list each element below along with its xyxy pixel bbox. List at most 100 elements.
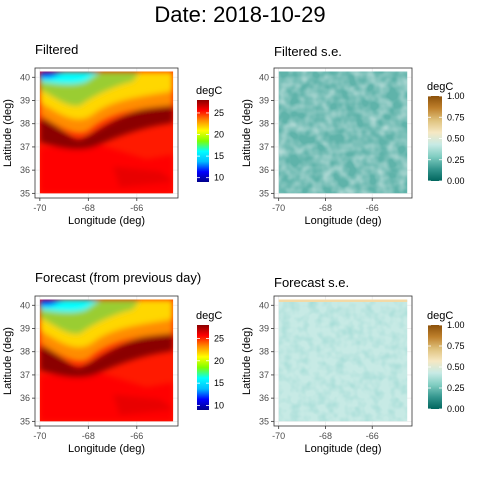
chart-panel-2: Filtered s.e. -70 -68 -66 35 36 37 38 39 40 Longit… bbox=[241, 44, 465, 227]
colorbar-tick-label: 0.00 bbox=[447, 176, 465, 186]
y-tick-label: 38 bbox=[20, 347, 30, 357]
x-tick-label: -66 bbox=[366, 431, 379, 441]
panel-border bbox=[273, 67, 413, 199]
colorbar-tick-label: 25 bbox=[214, 108, 224, 118]
heatmap-band-red-dark bbox=[113, 166, 174, 188]
x-axis-label: Longitude (deg) bbox=[304, 215, 381, 227]
panel-title: Forecast (from previous day) bbox=[35, 270, 201, 285]
heatmap-field bbox=[39, 71, 174, 194]
colorbar-tick-label: 20 bbox=[214, 356, 224, 366]
y-tick-label: 37 bbox=[20, 142, 30, 152]
heatmap-edge-band bbox=[278, 299, 408, 302]
legend: degC 10 15 20 25 bbox=[196, 85, 224, 183]
y-tick-label: 40 bbox=[20, 72, 30, 82]
y-tick-label: 35 bbox=[20, 416, 30, 426]
colorbar-tick-label: 25 bbox=[214, 333, 224, 343]
heatmap bbox=[278, 71, 408, 194]
x-tick-label: -66 bbox=[130, 431, 143, 441]
y-tick-label: 37 bbox=[20, 370, 30, 380]
chart-panel-1: Filtered -70 -68 -66 35 36 37 38 39 40 Longitude (… bbox=[2, 42, 224, 227]
heatmap-texture bbox=[278, 299, 408, 422]
legend-title: degC bbox=[427, 81, 453, 93]
colorbar-tick-label: 0.25 bbox=[447, 155, 465, 165]
y-tick-label: 36 bbox=[20, 393, 30, 403]
y-tick-label: 39 bbox=[259, 324, 269, 334]
page-title: Date: 2018-10-29 bbox=[154, 2, 326, 27]
x-tick-label: -68 bbox=[82, 203, 95, 213]
heatmap-texture bbox=[278, 71, 408, 194]
y-tick-label: 35 bbox=[20, 188, 30, 198]
colorbar-tick-label: 15 bbox=[214, 378, 224, 388]
x-axis-label: Longitude (deg) bbox=[304, 443, 381, 455]
panel-title: Filtered bbox=[35, 42, 78, 57]
panel-title: Forecast s.e. bbox=[274, 275, 349, 290]
colorbar bbox=[197, 100, 209, 182]
heatmap-band-blue bbox=[39, 71, 64, 78]
y-tick-label: 36 bbox=[259, 165, 269, 175]
y-tick-label: 40 bbox=[259, 72, 269, 82]
colorbar-tick-label: 0.00 bbox=[447, 404, 465, 414]
y-tick-label: 40 bbox=[20, 300, 30, 310]
colorbar-tick-label: 20 bbox=[214, 130, 224, 140]
colorbar-tick-label: 15 bbox=[214, 151, 224, 161]
x-tick-label: -68 bbox=[319, 203, 332, 213]
heatmap bbox=[39, 71, 174, 194]
y-tick-label: 40 bbox=[259, 300, 269, 310]
heatmap-band-darkred bbox=[39, 330, 174, 378]
colorbar-tick-label: 0.50 bbox=[447, 362, 465, 372]
legend: degC 0.00 0.25 0.50 0.75 1.00 bbox=[427, 310, 465, 414]
chart-panel-3: Forecast (from previous day) -70 -68 -66 35 3… bbox=[2, 270, 224, 455]
colorbar-tick-label: 10 bbox=[214, 401, 224, 411]
x-axis-label: Longitude (deg) bbox=[68, 215, 145, 227]
y-tick-label: 37 bbox=[259, 370, 269, 380]
heatmap bbox=[39, 299, 174, 422]
x-tick-label: -66 bbox=[366, 203, 379, 213]
x-tick-label: -70 bbox=[33, 431, 46, 441]
legend-title: degC bbox=[196, 85, 222, 97]
panel-title: Filtered s.e. bbox=[274, 44, 342, 59]
x-tick-label: -70 bbox=[33, 203, 46, 213]
heatmap bbox=[278, 299, 408, 422]
y-axis-label: Latitude (deg) bbox=[2, 99, 14, 167]
legend: degC 10 15 20 25 bbox=[196, 310, 224, 411]
colorbar-tick-label: 0.25 bbox=[447, 383, 465, 393]
heatmap-field bbox=[39, 299, 174, 422]
x-tick-label: -68 bbox=[82, 431, 95, 441]
colorbar bbox=[428, 325, 442, 409]
heatmap-band-darkred bbox=[39, 102, 174, 150]
y-tick-label: 36 bbox=[20, 165, 30, 175]
y-tick-label: 39 bbox=[259, 96, 269, 106]
heatmap-band-red-dark bbox=[113, 394, 174, 416]
y-tick-label: 35 bbox=[259, 416, 269, 426]
y-axis-label: Latitude (deg) bbox=[241, 99, 253, 167]
y-tick-label: 39 bbox=[20, 324, 30, 334]
panel-border bbox=[34, 295, 179, 427]
panel-border bbox=[34, 67, 179, 199]
colorbar-tick-label: 1.00 bbox=[447, 320, 465, 330]
x-axis-label: Longitude (deg) bbox=[68, 443, 145, 455]
y-tick-label: 38 bbox=[259, 347, 269, 357]
legend-title: degC bbox=[196, 310, 222, 322]
x-tick-label: -70 bbox=[272, 203, 285, 213]
x-tick-label: -68 bbox=[319, 431, 332, 441]
legend: degC 0.00 0.25 0.50 0.75 1.00 bbox=[427, 81, 465, 186]
y-tick-label: 39 bbox=[20, 96, 30, 106]
heatmap-band-blue bbox=[39, 299, 64, 306]
legend-title: degC bbox=[427, 310, 453, 322]
colorbar-tick-label: 0.75 bbox=[447, 341, 465, 351]
y-tick-label: 36 bbox=[259, 393, 269, 403]
colorbar bbox=[428, 96, 442, 181]
chart-panel-4: Forecast s.e. -70 -68 -66 35 36 37 38 39 40 Longit… bbox=[241, 275, 465, 455]
colorbar-tick-label: 0.75 bbox=[447, 112, 465, 122]
panel-border bbox=[273, 295, 413, 427]
y-axis-label: Latitude (deg) bbox=[241, 327, 253, 395]
y-tick-label: 37 bbox=[259, 142, 269, 152]
y-tick-label: 38 bbox=[20, 119, 30, 129]
x-tick-label: -66 bbox=[130, 203, 143, 213]
colorbar-tick-label: 1.00 bbox=[447, 91, 465, 101]
colorbar bbox=[197, 325, 209, 410]
colorbar-tick-label: 0.50 bbox=[447, 134, 465, 144]
y-axis-label: Latitude (deg) bbox=[2, 327, 14, 395]
colorbar-tick-label: 10 bbox=[214, 173, 224, 183]
